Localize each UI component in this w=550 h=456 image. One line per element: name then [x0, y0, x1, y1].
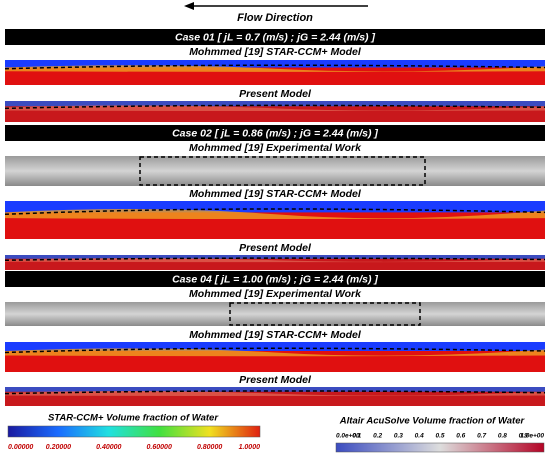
- simulation-gas: [5, 60, 545, 68]
- simulation-gas: [5, 387, 545, 392]
- simulation-gas: [5, 201, 545, 213]
- colorbar: [7, 425, 261, 438]
- case-header: [5, 125, 545, 141]
- colorbar-tick-label: 0.4: [415, 433, 424, 440]
- interface-box: [229, 302, 421, 326]
- interface-line: [4, 347, 546, 354]
- interface-line: [4, 208, 546, 216]
- panel-label: Mohmmed [19] Experimental Work: [189, 142, 362, 154]
- arrow-head: [184, 2, 194, 10]
- colorbar-tick-label: 0.8: [498, 433, 507, 440]
- case-header: [5, 271, 545, 287]
- legend-title: STAR-CCM+ Volume fraction of Water: [48, 413, 219, 424]
- colorbar-tick-label: 0.40000: [96, 444, 121, 451]
- colorbar-tick-label: 0.6: [456, 433, 465, 440]
- colorbar-tick-label: 0.1: [352, 433, 361, 440]
- panel-label: Present Model: [239, 242, 312, 254]
- simulation-mix: [5, 209, 545, 220]
- interface-line: [4, 104, 546, 110]
- panel-label: Mohmmed [19] STAR-CCM+ Model: [189, 188, 362, 200]
- colorbar-tick-label: 0.20000: [46, 444, 71, 451]
- panel-label: Mohmmed [19] Experimental Work: [189, 288, 362, 300]
- simulation-mix: [5, 348, 545, 357]
- colorbar-tick-label: 0.5: [435, 433, 444, 440]
- simulation-gas: [5, 255, 545, 259]
- panel-label: Mohmmed [19] STAR-CCM+ Model: [189, 329, 362, 341]
- panel-label: Present Model: [239, 88, 312, 100]
- case-title: Case 04 [ jL = 1.00 (m/s) ; jG = 2.44 (m…: [172, 273, 378, 285]
- colorbar-tick-label: 1.0e+00: [520, 433, 544, 440]
- colorbar-tick-label: 0.0e+00: [336, 433, 360, 440]
- interface-line: [4, 64, 546, 70]
- flow-direction: Flow Direction: [237, 12, 313, 24]
- panel-label: Present Model: [239, 374, 312, 386]
- panel-label: Mohmmed [19] STAR-CCM+ Model: [189, 46, 362, 58]
- experiment-image: [5, 302, 545, 326]
- colorbar-tick-label: 0.00000: [8, 444, 33, 451]
- simulation-gas: [5, 342, 545, 351]
- simulation-mix: [5, 65, 545, 72]
- legend-title: Altair AcuSolve Volume fraction of Water: [339, 416, 526, 427]
- colorbar-tick-label: 0.60000: [147, 444, 172, 451]
- interface-box: [139, 156, 426, 186]
- case-title: Case 01 [ jL = 0.7 (m/s) ; jG = 2.44 (m/…: [175, 31, 375, 43]
- colorbar-tick-label: 0.2: [373, 433, 382, 440]
- case-header: [5, 29, 545, 45]
- experiment-image: [5, 156, 545, 186]
- interface-line: [4, 390, 546, 395]
- colorbar-tick-label: 0.3: [394, 433, 403, 440]
- colorbar-tick-label: 0.9: [519, 433, 528, 440]
- colorbar-tick-label: 1.0000: [239, 444, 261, 451]
- interface-line: [4, 257, 546, 261]
- colorbar-tick-label: 0.80000: [197, 444, 222, 451]
- simulation-gas: [5, 101, 545, 107]
- colorbar-tick-label: 0.7: [477, 433, 486, 440]
- case-title: Case 02 [ jL = 0.86 (m/s) ; jG = 2.44 (m…: [172, 127, 378, 139]
- colorbar: [335, 442, 545, 453]
